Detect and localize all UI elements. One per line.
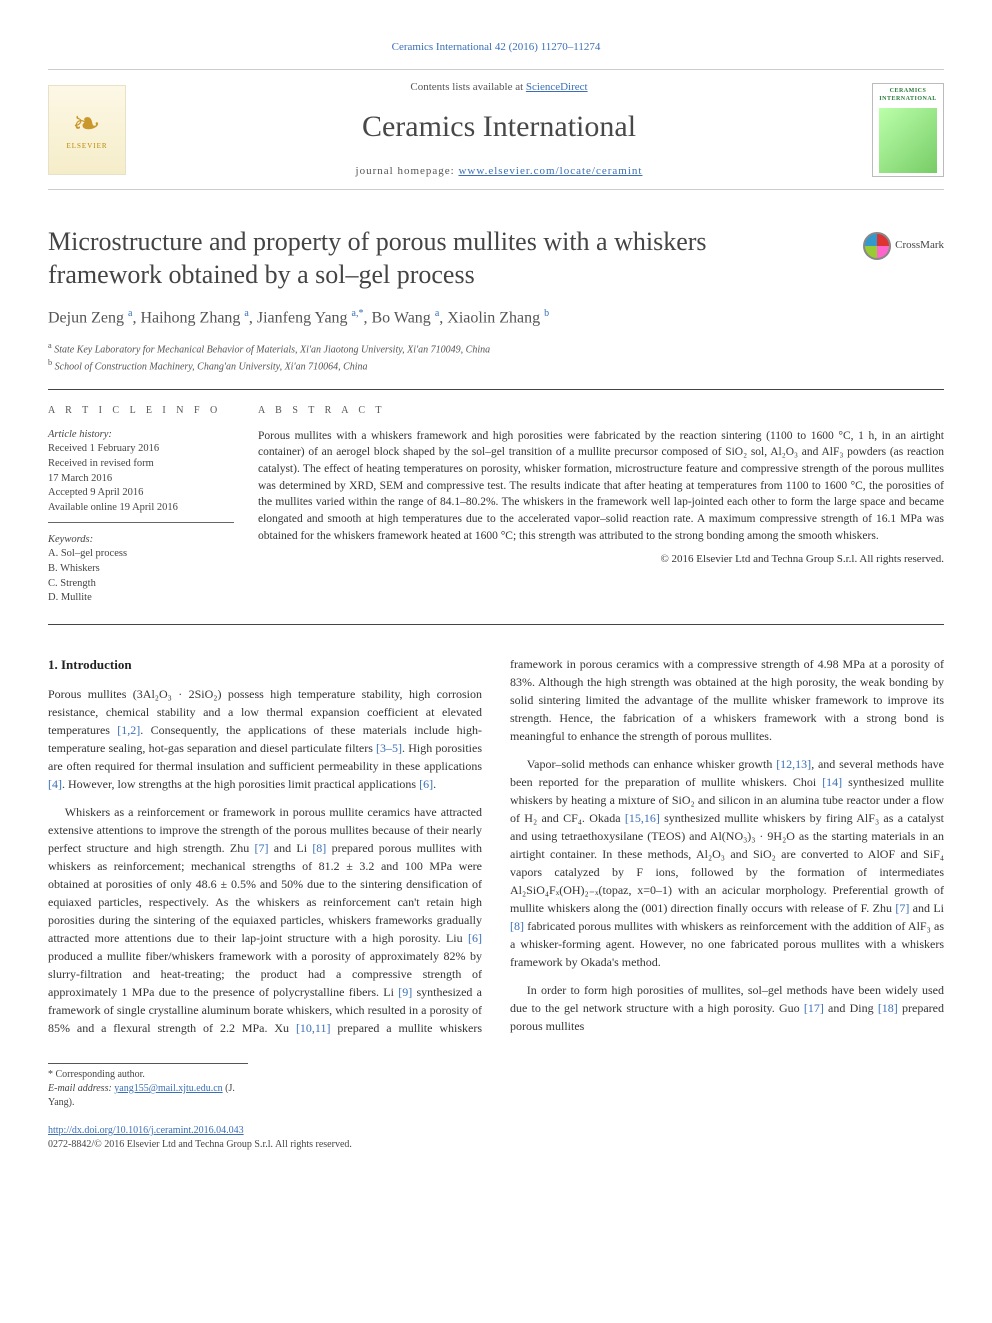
citation-link[interactable]: [18] xyxy=(878,1001,898,1015)
citation-link[interactable]: [7] xyxy=(895,901,909,915)
citation-link[interactable]: [8] xyxy=(510,919,524,933)
history-received: Received 1 February 2016 xyxy=(48,442,234,457)
corr-email-line: E-mail address: yang155@mail.xjtu.edu.cn… xyxy=(48,1082,248,1110)
corresponding-author-note: * Corresponding author. E-mail address: … xyxy=(48,1063,248,1110)
issn-copyright-line: 0272-8842/© 2016 Elsevier Ltd and Techna… xyxy=(48,1139,352,1150)
article-info-heading: A R T I C L E I N F O xyxy=(48,404,234,418)
corr-email-link[interactable]: yang155@mail.xjtu.edu.cn xyxy=(114,1083,222,1094)
author-list: Dejun Zeng a, Haihong Zhang a, Jianfeng … xyxy=(48,307,944,330)
affiliation-a: a State Key Laboratory for Mechanical Be… xyxy=(48,340,944,357)
running-citation: Ceramics International 42 (2016) 11270–1… xyxy=(48,40,944,55)
keywords-label: Keywords: xyxy=(48,533,234,548)
intro-para-1: Porous mullites (3Al₂O₃ · 2SiO₂) possess… xyxy=(48,685,482,793)
affil-a-text: State Key Laboratory for Mechanical Beha… xyxy=(54,344,490,355)
citation-link[interactable]: [4] xyxy=(48,777,62,791)
journal-title: Ceramics International xyxy=(126,106,872,148)
history-accepted: Accepted 9 April 2016 xyxy=(48,486,234,501)
doi-block: http://dx.doi.org/10.1016/j.ceramint.201… xyxy=(48,1124,944,1152)
intro-para-4: In order to form high porosities of mull… xyxy=(510,981,944,1035)
citation-link[interactable]: [6] xyxy=(419,777,433,791)
article-info-column: A R T I C L E I N F O Article history: R… xyxy=(48,404,258,607)
citation-link[interactable]: [9] xyxy=(398,985,412,999)
citation-link[interactable]: [3–5] xyxy=(376,741,402,755)
cover-title: CERAMICS INTERNATIONAL xyxy=(876,87,940,104)
affiliation-b: b School of Construction Machinery, Chan… xyxy=(48,357,944,374)
citation-link[interactable]: [7] xyxy=(255,841,269,855)
affil-b-text: School of Construction Machinery, Chang'… xyxy=(55,362,368,373)
intro-para-3: Vapor–solid methods can enhance whisker … xyxy=(510,755,944,971)
citation-link[interactable]: [8] xyxy=(312,841,326,855)
body-two-column: 1. Introduction Porous mullites (3Al₂O₃ … xyxy=(48,655,944,1041)
masthead: ❧ ELSEVIER Contents lists available at S… xyxy=(48,69,944,190)
citation-link[interactable]: [17] xyxy=(804,1001,824,1015)
crossmark-label: CrossMark xyxy=(895,238,944,253)
email-label: E-mail address: xyxy=(48,1083,114,1094)
elsevier-tree-icon: ❧ xyxy=(72,108,102,142)
publisher-logo: ❧ ELSEVIER xyxy=(48,85,126,175)
citation-link[interactable]: [15,16] xyxy=(625,811,660,825)
keyword-d: D. Mullite xyxy=(48,591,234,606)
abstract-text: Porous mullites with a whiskers framewor… xyxy=(258,428,944,545)
abstract-copyright: © 2016 Elsevier Ltd and Techna Group S.r… xyxy=(258,552,944,567)
publisher-wordmark: ELSEVIER xyxy=(66,142,107,152)
sciencedirect-link[interactable]: ScienceDirect xyxy=(526,81,588,93)
cover-image-placeholder xyxy=(879,108,937,173)
section-1-heading: 1. Introduction xyxy=(48,655,482,675)
citation-link[interactable]: [14] xyxy=(822,775,842,789)
citation-link[interactable]: [1,2] xyxy=(117,723,140,737)
homepage-prefix: journal homepage: xyxy=(356,165,459,177)
history-revised-1: Received in revised form xyxy=(48,457,234,472)
article-title: Microstructure and property of porous mu… xyxy=(48,226,808,291)
crossmark-badge[interactable]: CrossMark xyxy=(863,232,944,260)
citation-link[interactable]: [12,13] xyxy=(776,757,811,771)
citation-link[interactable]: [10,11] xyxy=(296,1021,331,1035)
journal-cover-thumbnail: CERAMICS INTERNATIONAL xyxy=(872,83,944,177)
lists-available-line: Contents lists available at ScienceDirec… xyxy=(126,80,872,95)
lists-prefix: Contents lists available at xyxy=(410,81,525,93)
journal-homepage-line: journal homepage: www.elsevier.com/locat… xyxy=(126,164,872,179)
corr-label: * Corresponding author. xyxy=(48,1068,248,1082)
keyword-a: A. Sol–gel process xyxy=(48,547,234,562)
doi-link[interactable]: http://dx.doi.org/10.1016/j.ceramint.201… xyxy=(48,1125,244,1136)
abstract-column: A B S T R A C T Porous mullites with a w… xyxy=(258,404,944,607)
crossmark-icon xyxy=(863,232,891,260)
history-revised-2: 17 March 2016 xyxy=(48,472,234,487)
citation-link[interactable]: [6] xyxy=(468,931,482,945)
rule-above-info xyxy=(48,389,944,390)
abstract-heading: A B S T R A C T xyxy=(258,404,944,418)
keyword-b: B. Whiskers xyxy=(48,562,234,577)
history-label: Article history: xyxy=(48,428,234,443)
affiliations: a State Key Laboratory for Mechanical Be… xyxy=(48,340,944,375)
keyword-c: C. Strength xyxy=(48,577,234,592)
journal-homepage-link[interactable]: www.elsevier.com/locate/ceramint xyxy=(458,165,642,177)
history-online: Available online 19 April 2016 xyxy=(48,501,234,516)
